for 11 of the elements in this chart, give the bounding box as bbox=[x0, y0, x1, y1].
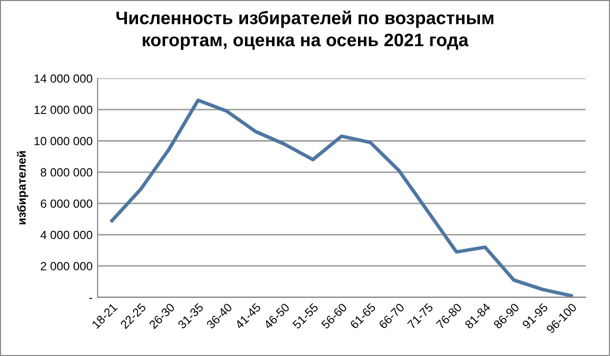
y-tick-label: 2 000 000 bbox=[40, 262, 92, 270]
chart-title: Численность избирателей по возрастным когортам, оценка на осень 2021 года bbox=[116, 10, 494, 50]
y-tick-label: 12 000 000 bbox=[34, 106, 92, 114]
line-series bbox=[110, 98, 573, 298]
y-tick-label: 8 000 000 bbox=[40, 168, 92, 177]
y-tick-label: - bbox=[89, 298, 92, 299]
y-tick-label: 6 000 000 bbox=[40, 199, 92, 208]
y-tick-label: 4 000 000 bbox=[40, 230, 92, 240]
y-tick-label: 14 000 000 bbox=[34, 74, 92, 83]
y-axis-title: избирателей bbox=[16, 151, 28, 224]
y-tick-label: 10 000 000 bbox=[34, 136, 92, 146]
